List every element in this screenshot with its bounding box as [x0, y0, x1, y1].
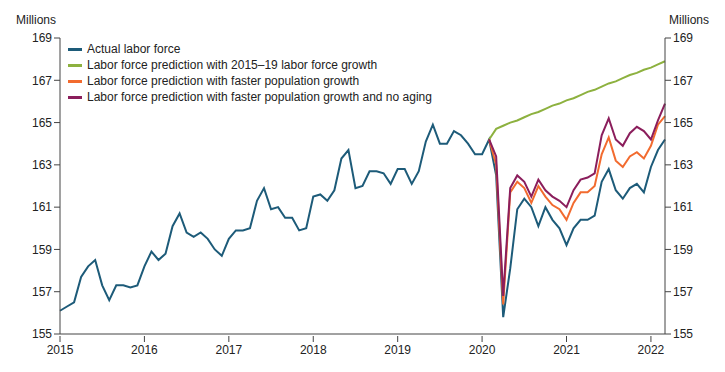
svg-text:161: 161 [673, 200, 693, 214]
svg-text:157: 157 [32, 285, 52, 299]
svg-text:2018: 2018 [300, 343, 327, 357]
html-text:Actual labor force: Actual labor force [87, 42, 181, 56]
html-text:Labor force prediction with fa: Labor force prediction with faster popul… [87, 74, 360, 88]
svg-text:163: 163 [32, 158, 52, 172]
svg-text:2016: 2016 [131, 343, 158, 357]
svg-text:159: 159 [673, 243, 693, 257]
svg-text:2020: 2020 [469, 343, 496, 357]
svg-text:Millions: Millions [669, 13, 709, 27]
svg-text:167: 167 [673, 74, 693, 88]
svg-text:155: 155 [673, 327, 693, 341]
svg-text:2019: 2019 [384, 343, 411, 357]
svg-text:157: 157 [673, 285, 693, 299]
svg-text:165: 165 [673, 116, 693, 130]
svg-text:159: 159 [32, 243, 52, 257]
svg-text:163: 163 [673, 158, 693, 172]
html-text:Labor force prediction with fa: Labor force prediction with faster popul… [87, 90, 432, 104]
svg-text:167: 167 [32, 74, 52, 88]
svg-text:161: 161 [32, 200, 52, 214]
svg-text:Millions: Millions [16, 13, 56, 27]
svg-text:165: 165 [32, 116, 52, 130]
svg-text:169: 169 [673, 31, 693, 45]
svg-text:2022: 2022 [638, 343, 665, 357]
svg-text:2015: 2015 [47, 343, 74, 357]
html-text:Labor force prediction with 20: Labor force prediction with 2015–19 labo… [87, 58, 378, 72]
svg-text:2021: 2021 [553, 343, 580, 357]
svg-text:2017: 2017 [215, 343, 242, 357]
svg-text:169: 169 [32, 31, 52, 45]
svg-text:155: 155 [32, 327, 52, 341]
